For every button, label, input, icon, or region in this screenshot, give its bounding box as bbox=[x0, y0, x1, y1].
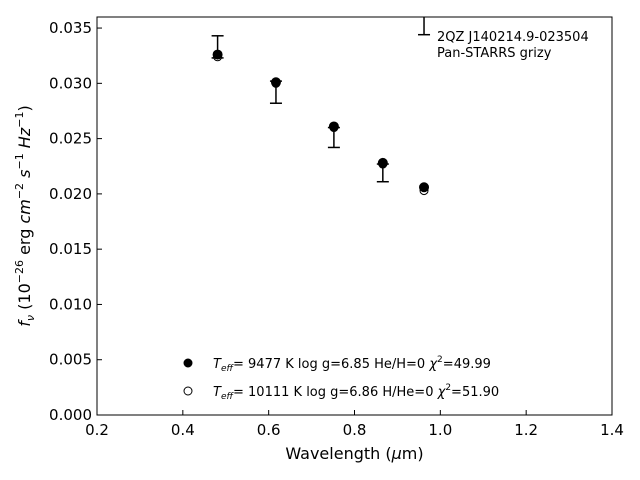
x-axis-label: Wavelength (μm) bbox=[285, 444, 423, 463]
legend-marker-filled bbox=[183, 358, 193, 368]
y-tick-label: 0.010 bbox=[49, 295, 92, 313]
model-point-filled bbox=[328, 121, 339, 132]
plot-area bbox=[211, 17, 431, 196]
x-tick-label: 1.0 bbox=[428, 421, 452, 439]
y-axis-label: fν (10−26 erg cm−2 s−1 Hz−1) bbox=[13, 105, 37, 326]
x-tick-label: 0.2 bbox=[85, 421, 109, 439]
x-axis: 0.2 0.4 0.6 0.8 1.0 1.2 1.4 bbox=[85, 410, 624, 439]
y-tick-label: 0.005 bbox=[49, 351, 92, 369]
y-tick-label: 0.000 bbox=[49, 406, 92, 424]
legend-entry-2: Teff= 10111 K log g=6.86 H/He=0 χ2=51.90 bbox=[213, 383, 499, 402]
x-tick-label: 1.4 bbox=[600, 421, 624, 439]
plot-frame bbox=[96, 16, 613, 416]
y-axis: 0.000 0.005 0.010 0.015 0.020 0.025 0.030 0.035 bbox=[49, 19, 102, 424]
annotation-object-name: 2QZ J140214.9-023504 bbox=[437, 30, 589, 45]
legend: Teff= 9477 K log g=6.85 He/H=0 χ2=49.99 … bbox=[183, 355, 499, 402]
x-tick-label: 0.4 bbox=[171, 421, 195, 439]
error-bar bbox=[418, 17, 431, 36]
annotation-survey: Pan-STARRS grizy bbox=[437, 46, 552, 61]
x-tick-label: 0.6 bbox=[257, 421, 281, 439]
model-point-filled bbox=[377, 157, 388, 168]
model-point-filled bbox=[419, 182, 430, 193]
y-tick-label: 0.020 bbox=[49, 185, 92, 203]
model-point-filled bbox=[212, 49, 223, 60]
x-tick-label: 0.8 bbox=[343, 421, 367, 439]
y-tick-label: 0.030 bbox=[49, 74, 92, 92]
y-tick-label: 0.035 bbox=[49, 19, 92, 37]
legend-entry-1: Teff= 9477 K log g=6.85 He/H=0 χ2=49.99 bbox=[213, 355, 491, 374]
y-tick-label: 0.015 bbox=[49, 240, 92, 258]
x-tick-label: 1.2 bbox=[514, 421, 538, 439]
y-tick-label: 0.025 bbox=[49, 130, 92, 148]
model-point-filled bbox=[270, 77, 281, 88]
legend-marker-open bbox=[183, 386, 193, 396]
